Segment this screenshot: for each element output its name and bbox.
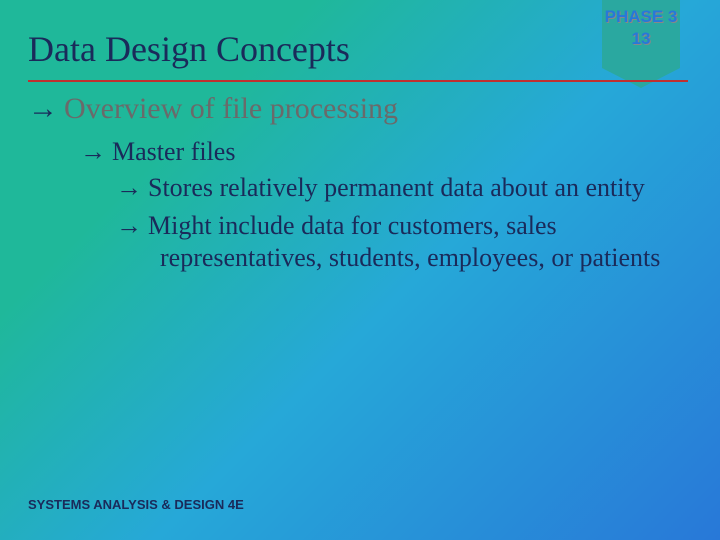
phase-label: PHASE 3 [602,6,680,28]
phase-arrow-shape: PHASE 3 13 [602,0,680,68]
arrow-icon: → [28,92,58,126]
list-subitem-text: Might include data for customers, sales … [148,211,660,273]
content-area: →Overview of file processing →Master fil… [28,92,688,279]
list-item-text: Master files [112,137,235,166]
list-item: →Master files [80,136,688,167]
list-subitem: →Stores relatively permanent data about … [138,171,688,205]
arrow-icon: → [138,171,142,204]
list-subitem-text: Stores relatively permanent data about a… [148,173,645,202]
section-heading: →Overview of file processing [28,92,688,126]
footer-text: SYSTEMS ANALYSIS & DESIGN 4E [28,497,244,512]
section-heading-text: Overview of file processing [64,92,398,125]
arrow-icon: → [138,209,142,242]
phase-number: 13 [602,28,680,50]
list-subitem: →Might include data for customers, sales… [138,209,688,275]
slide-title: Data Design Concepts [28,28,350,70]
arrow-icon: → [80,136,106,167]
phase-badge: PHASE 3 13 [602,0,680,68]
title-underline [28,80,688,82]
